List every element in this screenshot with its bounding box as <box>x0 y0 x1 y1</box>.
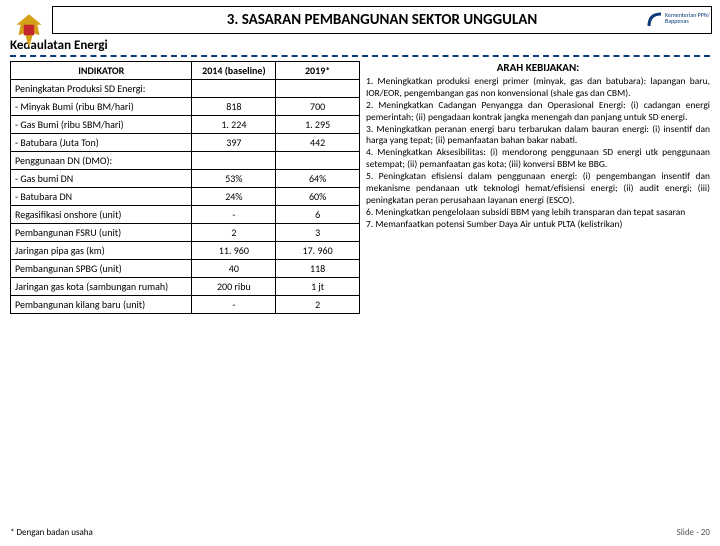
row-baseline: 818 <box>192 98 276 116</box>
row-label: Jaringan pipa gas (km) <box>11 242 192 260</box>
divider <box>10 55 710 57</box>
table-row: - Gas bumi DN53%64% <box>11 170 360 188</box>
row-target: 700 <box>276 98 360 116</box>
row-label: Pembangunan FSRU (unit) <box>11 224 192 242</box>
table-row: Pembangunan kilang baru (unit)-2 <box>11 296 360 314</box>
row-target: 64% <box>276 170 360 188</box>
row-target: 17. 960 <box>276 242 360 260</box>
row-baseline: 200 ribu <box>192 278 276 296</box>
row-target: 118 <box>276 260 360 278</box>
table-row: Penggunaan DN (DMO): <box>11 152 360 170</box>
subtitle: Kedaulatan Energi <box>10 38 710 53</box>
table-row: Regasifikasi onshore (unit)-6 <box>11 206 360 224</box>
row-target: 1. 295 <box>276 116 360 134</box>
indicator-table-wrap: INDIKATOR 2014 (baseline) 2019* Peningka… <box>10 61 360 314</box>
table-row: - Minyak Bumi (ribu BM/hari)818700 <box>11 98 360 116</box>
row-baseline: 40 <box>192 260 276 278</box>
row-baseline: - <box>192 206 276 224</box>
table-row: Pembangunan SPBG (unit)40118 <box>11 260 360 278</box>
row-label: - Gas Bumi (ribu SBM/hari) <box>11 116 192 134</box>
row-target: 60% <box>276 188 360 206</box>
table-row: Jaringan gas kota (sambungan rumah)200 r… <box>11 278 360 296</box>
row-label: - Gas bumi DN <box>11 170 192 188</box>
footnote: * Dengan badan usaha <box>10 527 93 538</box>
row-baseline: 2 <box>192 224 276 242</box>
th-indikator: INDIKATOR <box>11 62 192 80</box>
indicator-table: INDIKATOR 2014 (baseline) 2019* Peningka… <box>10 61 360 314</box>
table-row: - Batubara DN24%60% <box>11 188 360 206</box>
bappenas-logo: Kementerian PPN/ Bappenas <box>647 12 710 28</box>
row-baseline: 53% <box>192 170 276 188</box>
th-target: 2019* <box>276 62 360 80</box>
row-baseline: 11. 960 <box>192 242 276 260</box>
th-baseline: 2014 (baseline) <box>192 62 276 80</box>
row-label: Jaringan gas kota (sambungan rumah) <box>11 278 192 296</box>
row-baseline: - <box>192 296 276 314</box>
row-target: 1 jt <box>276 278 360 296</box>
row-target: 2 <box>276 296 360 314</box>
row-label: Penggunaan DN (DMO): <box>11 152 192 170</box>
row-label: - Minyak Bumi (ribu BM/hari) <box>11 98 192 116</box>
logo-right-text: Kementerian PPN/ Bappenas <box>665 12 710 24</box>
table-row: Peningkatan Produksi SD Energi: <box>11 80 360 98</box>
row-target: 3 <box>276 224 360 242</box>
policy-body: 1. Meningkatkan produksi energi primer (… <box>366 76 710 230</box>
policy-title: ARAH KEBIJAKAN: <box>366 61 710 74</box>
row-baseline: 1. 224 <box>192 116 276 134</box>
row-label: Pembangunan SPBG (unit) <box>11 260 192 278</box>
row-label: Regasifikasi onshore (unit) <box>11 206 192 224</box>
table-row: Jaringan pipa gas (km)11. 96017. 960 <box>11 242 360 260</box>
table-row: Pembangunan FSRU (unit)23 <box>11 224 360 242</box>
row-label: Peningkatan Produksi SD Energi: <box>11 80 192 98</box>
row-label: Pembangunan kilang baru (unit) <box>11 296 192 314</box>
slide-number: Slide - 20 <box>677 527 710 538</box>
row-target: 6 <box>276 206 360 224</box>
page-title: 3. SASARAN PEMBANGUNAN SEKTOR UNGGULAN <box>52 6 712 34</box>
row-label: - Batubara DN <box>11 188 192 206</box>
table-row: - Gas Bumi (ribu SBM/hari)1. 2241. 295 <box>11 116 360 134</box>
row-baseline: 24% <box>192 188 276 206</box>
table-row: - Batubara (Juta Ton)397442 <box>11 134 360 152</box>
garuda-emblem-icon <box>8 10 50 52</box>
row-label: - Batubara (Juta Ton) <box>11 134 192 152</box>
row-target: 442 <box>276 134 360 152</box>
policy-panel: ARAH KEBIJAKAN: 1. Meningkatkan produksi… <box>366 61 710 314</box>
row-baseline: 397 <box>192 134 276 152</box>
